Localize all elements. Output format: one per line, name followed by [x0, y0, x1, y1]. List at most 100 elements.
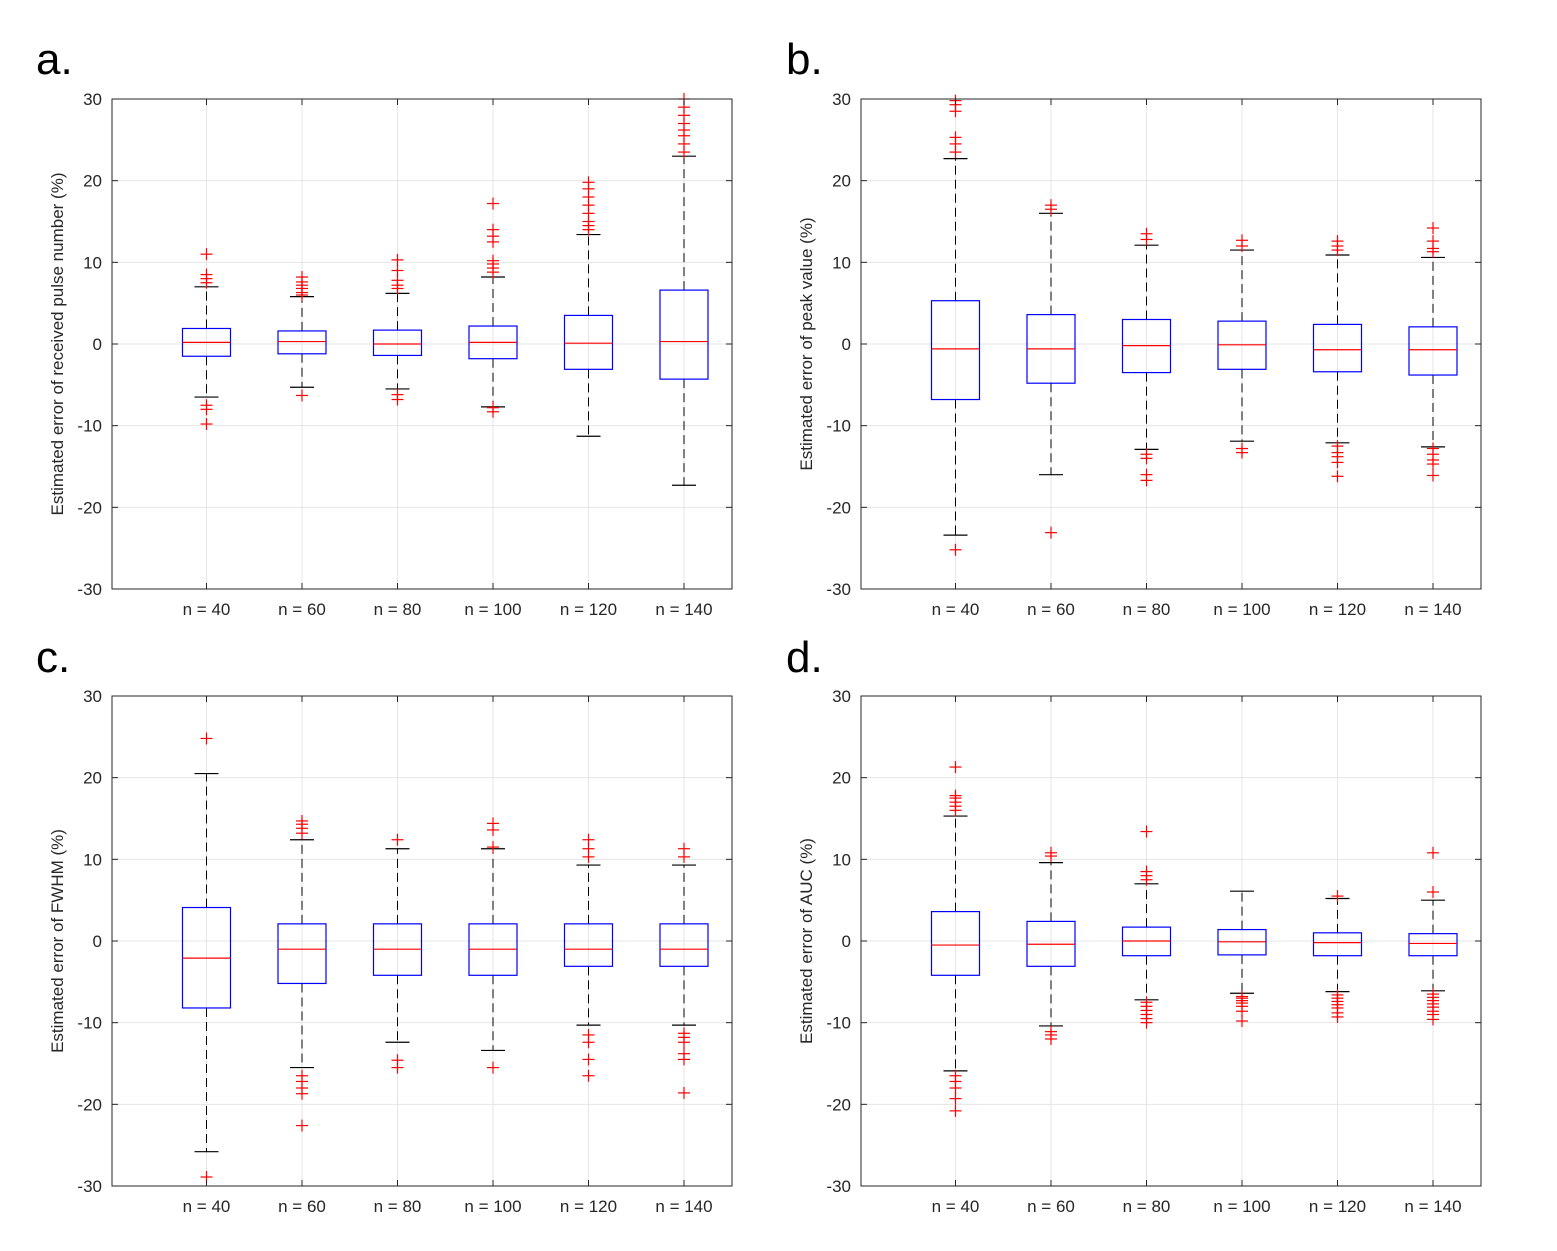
y-tick-label: 10	[83, 850, 102, 869]
panel-letter: a.	[36, 35, 73, 84]
outlier-marker	[1140, 227, 1153, 240]
box-group	[277, 271, 327, 402]
box-group	[1121, 825, 1172, 1029]
y-tick-label: 30	[832, 687, 851, 706]
box-group	[1217, 234, 1267, 459]
box-group	[930, 761, 981, 1117]
box-group	[1408, 222, 1458, 482]
x-tick-label: n = 40	[183, 600, 231, 619]
outlier-marker	[582, 176, 595, 189]
outlier-marker	[949, 1104, 962, 1117]
iqr-box	[659, 289, 709, 380]
x-tick-label: n = 80	[1123, 600, 1171, 619]
y-tick-label: -20	[826, 498, 851, 517]
y-tick-label: -30	[77, 1177, 102, 1196]
y-tick-label: -30	[826, 1177, 851, 1196]
outlier-marker	[296, 389, 308, 402]
outlier-marker	[487, 817, 499, 830]
x-tick-label: n = 140	[1404, 600, 1461, 619]
outlier-marker	[1331, 456, 1344, 469]
x-tick-label: n = 140	[1404, 1197, 1461, 1216]
x-tick-label: n = 100	[464, 1197, 521, 1216]
iqr-box	[1312, 932, 1363, 957]
iqr-box	[563, 314, 614, 370]
box-group	[1217, 890, 1267, 1028]
iqr-box	[277, 330, 327, 355]
box-group	[659, 842, 709, 1099]
y-tick-label: 30	[83, 90, 102, 109]
outlier-marker	[391, 833, 404, 846]
box-group	[1312, 235, 1363, 483]
outlier-marker	[1427, 846, 1439, 859]
box-group	[468, 817, 518, 1074]
outlier-marker	[1045, 526, 1057, 539]
outlier-marker	[296, 814, 308, 827]
y-axis-label: Estimated error of AUC (%)	[797, 838, 816, 1044]
x-tick-label: n = 60	[278, 600, 326, 619]
outlier-marker	[1427, 222, 1439, 235]
outlier-marker	[1236, 1015, 1248, 1028]
x-tick-label: n = 40	[932, 1197, 980, 1216]
box-group	[563, 176, 614, 437]
y-tick-label: 30	[832, 90, 851, 109]
y-tick-label: 20	[83, 172, 102, 191]
outlier-marker	[296, 271, 308, 284]
outlier-marker	[1140, 474, 1153, 487]
outlier-marker	[1140, 825, 1153, 838]
outlier-marker	[1427, 1013, 1439, 1026]
y-tick-label: 0	[93, 932, 102, 951]
y-tick-label: 0	[93, 335, 102, 354]
box-group	[1408, 846, 1458, 1026]
outlier-marker	[678, 1036, 690, 1049]
x-tick-label: n = 120	[560, 600, 617, 619]
x-tick-label: n = 100	[1213, 1197, 1270, 1216]
outlier-marker	[949, 1092, 962, 1105]
y-axis-label: Estimated error of peak value (%)	[797, 217, 816, 470]
outlier-marker	[487, 197, 499, 210]
y-tick-label: -30	[826, 580, 851, 599]
outlier-marker	[678, 842, 690, 855]
x-tick-label: n = 80	[1123, 1197, 1171, 1216]
outlier-marker	[391, 253, 404, 266]
y-tick-label: -20	[826, 1095, 851, 1114]
y-tick-label: 20	[83, 769, 102, 788]
box-group	[468, 197, 518, 418]
iqr-box	[930, 910, 981, 976]
panel-letter: b.	[786, 35, 823, 84]
outlier-marker	[1140, 865, 1153, 878]
box-group	[372, 253, 423, 406]
outlier-marker	[1331, 235, 1344, 248]
outlier-marker	[1045, 846, 1057, 859]
x-tick-label: n = 60	[1027, 600, 1075, 619]
y-tick-label: -30	[77, 580, 102, 599]
outlier-marker	[949, 1082, 962, 1094]
outlier-marker	[1140, 452, 1153, 465]
outlier-marker	[678, 1086, 690, 1099]
panel-letter: d.	[786, 633, 823, 682]
x-tick-label: n = 100	[464, 600, 521, 619]
iqr-box	[659, 923, 709, 967]
outlier-marker	[1427, 458, 1439, 471]
box-group	[1121, 227, 1172, 487]
outlier-marker	[949, 131, 962, 144]
x-tick-label: n = 40	[932, 600, 980, 619]
outlier-marker	[487, 1061, 499, 1074]
iqr-box	[1408, 933, 1458, 957]
outlier-marker	[200, 248, 213, 261]
x-tick-label: n = 100	[1213, 600, 1270, 619]
y-tick-label: -10	[826, 417, 851, 436]
outlier-marker	[200, 268, 213, 281]
box-group	[181, 248, 232, 431]
x-tick-label: n = 120	[1309, 1197, 1366, 1216]
x-tick-label: n = 120	[1309, 600, 1366, 619]
iqr-box	[1408, 326, 1458, 376]
y-tick-label: 10	[83, 253, 102, 272]
box-group	[659, 93, 709, 486]
y-tick-label: 20	[832, 769, 851, 788]
outlier-marker	[200, 403, 213, 416]
outlier-marker	[391, 1061, 404, 1074]
outlier-marker	[1140, 1016, 1153, 1029]
outlier-marker	[1427, 886, 1439, 898]
outlier-marker	[296, 1087, 308, 1100]
